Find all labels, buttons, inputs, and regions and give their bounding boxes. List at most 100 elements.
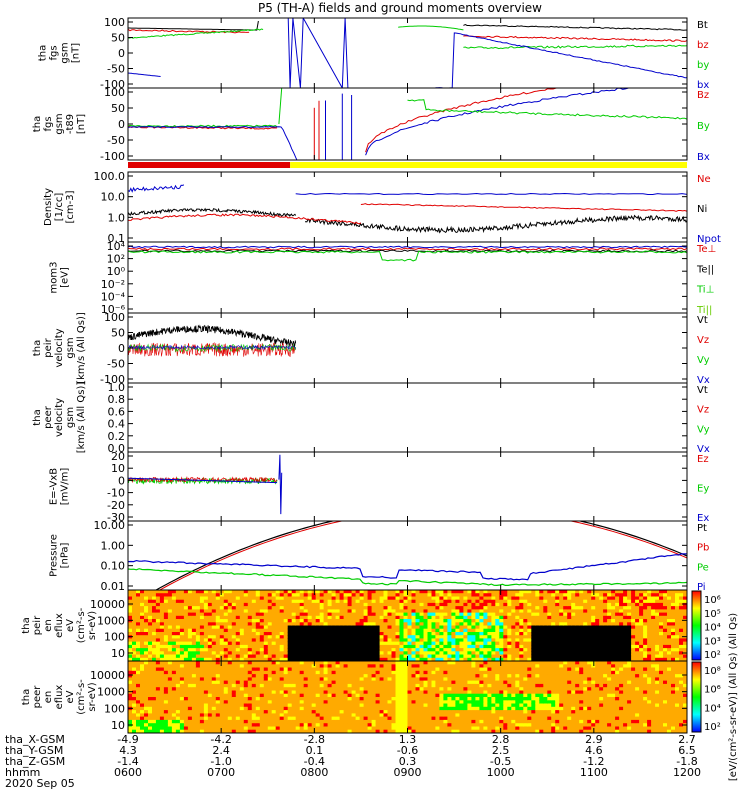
heatmap-cell <box>299 641 305 646</box>
heatmap-cell <box>299 609 305 614</box>
heatmap-cell <box>179 674 185 678</box>
panel-1-data <box>128 18 687 88</box>
heatmap-cell <box>223 625 229 630</box>
heatmap-cell <box>128 729 133 733</box>
heatmap-cell <box>439 612 444 617</box>
heatmap-cell <box>247 693 253 698</box>
heatmap-cell <box>491 622 496 626</box>
heatmap-cell <box>583 644 588 649</box>
heatmap-cell <box>231 670 237 675</box>
heatmap-cell <box>551 628 556 633</box>
heatmap-cell <box>535 648 540 652</box>
heatmap-cell <box>359 622 365 626</box>
heatmap-cell <box>415 606 420 610</box>
heatmap-cell <box>335 648 341 652</box>
heatmap-cell <box>307 606 313 610</box>
heatmap-cell <box>599 632 604 636</box>
heatmap-cell <box>403 710 408 714</box>
heatmap-cell <box>323 654 329 659</box>
heatmap-cell <box>287 719 293 724</box>
legend-entry: Ez <box>697 454 709 465</box>
heatmap-cell <box>387 625 392 630</box>
heatmap-cell <box>307 680 313 685</box>
heatmap-cell <box>199 674 205 678</box>
heatmap-cell <box>679 602 684 607</box>
heatmap-cell <box>315 723 321 727</box>
heatmap-cell <box>511 590 516 594</box>
heatmap-cell <box>531 651 536 655</box>
heatmap-cell <box>359 670 365 675</box>
heatmap-cell <box>651 628 656 633</box>
heatmap-cell <box>171 654 177 659</box>
heatmap-cell <box>619 641 624 646</box>
heatmap-cell <box>271 628 277 633</box>
heatmap-cell <box>651 622 656 626</box>
heatmap-cell <box>639 628 644 633</box>
heatmap-cell <box>303 654 309 659</box>
heatmap-cell <box>199 602 205 607</box>
heatmap-cell <box>607 638 612 643</box>
heatmap-cell <box>507 641 512 646</box>
heatmap-cell <box>631 648 636 652</box>
heatmap-cell <box>155 654 161 659</box>
heatmap-cell <box>175 674 181 678</box>
heatmap-cell <box>167 654 173 659</box>
heatmap-cell <box>403 719 408 724</box>
heatmap-cell <box>263 612 269 617</box>
heatmap-cell <box>403 622 408 626</box>
heatmap-cell <box>499 596 504 601</box>
heatmap-cell <box>291 615 297 620</box>
heatmap-cell <box>247 680 253 685</box>
heatmap-cell <box>359 716 365 721</box>
heatmap-cell <box>571 596 576 601</box>
heatmap-cell <box>515 612 520 617</box>
y-tick-label: 10⁻⁴ <box>101 290 126 303</box>
heatmap-cell <box>195 677 201 682</box>
heatmap-cell <box>467 625 472 630</box>
heatmap-cell <box>307 619 313 623</box>
heatmap-cell <box>215 703 221 708</box>
panels: 100500-50-100thafgsgsm[nT]Btbzbybx100500… <box>21 16 721 734</box>
heatmap-cell <box>643 619 648 623</box>
heatmap-cell <box>591 651 596 655</box>
heatmap-cell <box>391 706 396 711</box>
heatmap-cell <box>303 632 309 636</box>
heatmap-cell <box>567 602 572 607</box>
heatmap-cell <box>623 606 628 610</box>
series-Ni-late <box>305 214 687 234</box>
heatmap-cell <box>211 677 217 682</box>
heatmap-cell <box>235 606 241 610</box>
heatmap-cell <box>439 622 444 626</box>
heatmap-cell <box>167 726 173 731</box>
heatmap-cell <box>571 602 576 607</box>
heatmap-cell <box>223 599 229 604</box>
heatmap-cell <box>391 622 396 626</box>
heatmap-cell <box>219 670 225 675</box>
heatmap-cell <box>367 690 373 695</box>
heatmap-cell <box>355 628 361 633</box>
heatmap-cell <box>319 625 325 630</box>
heatmap-cell <box>219 657 225 661</box>
heatmap-cell <box>627 596 632 601</box>
heatmap-cell <box>311 648 317 652</box>
heatmap-cell <box>155 710 161 714</box>
heatmap-cell <box>175 619 181 623</box>
heatmap-cell <box>611 612 616 617</box>
heatmap-cell <box>343 687 349 691</box>
heatmap-cell <box>327 648 333 652</box>
heatmap-cell <box>227 677 233 682</box>
panel-10-data <box>128 661 687 733</box>
heatmap-cell <box>607 606 612 610</box>
heatmap-cell <box>163 713 169 718</box>
heatmap-cell <box>211 638 217 643</box>
heatmap-cell <box>311 690 317 695</box>
heatmap-cell <box>152 700 157 705</box>
heatmap-cell <box>599 619 604 623</box>
heatmap-cell <box>155 657 161 661</box>
heatmap-cell <box>283 651 289 655</box>
heatmap-cell <box>215 612 221 617</box>
heatmap-cell <box>671 635 676 639</box>
heatmap-cell <box>651 651 656 655</box>
heatmap-cell <box>683 590 687 594</box>
heatmap-cell <box>235 641 241 646</box>
